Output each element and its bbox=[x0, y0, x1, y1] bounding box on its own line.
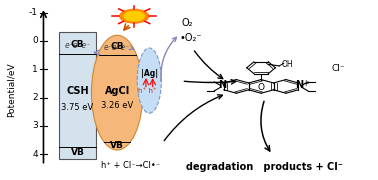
Text: VB: VB bbox=[71, 148, 84, 157]
Circle shape bbox=[124, 11, 144, 21]
Text: degradation   products + Cl⁻: degradation products + Cl⁻ bbox=[186, 162, 343, 172]
Text: h⁺ + Cl⁻→Cl•⁻: h⁺ + Cl⁻→Cl•⁻ bbox=[101, 161, 160, 170]
Text: 3.75 eV: 3.75 eV bbox=[61, 103, 94, 112]
Text: AgCl: AgCl bbox=[105, 86, 130, 96]
Text: h⁺ h⁺: h⁺ h⁺ bbox=[138, 88, 157, 94]
Text: -1: -1 bbox=[29, 8, 38, 17]
Text: N: N bbox=[296, 80, 304, 91]
FancyArrowPatch shape bbox=[194, 51, 223, 79]
Text: +: + bbox=[302, 79, 308, 88]
Text: 3: 3 bbox=[32, 122, 38, 130]
Text: e⁻e⁻e⁻: e⁻e⁻e⁻ bbox=[64, 41, 91, 50]
Text: |Ag|: |Ag| bbox=[141, 69, 158, 78]
Bar bbox=[59, 32, 96, 159]
Text: O₂: O₂ bbox=[181, 18, 193, 28]
Text: Cl⁻: Cl⁻ bbox=[332, 64, 345, 73]
Text: 2: 2 bbox=[32, 93, 38, 102]
FancyArrowPatch shape bbox=[261, 101, 270, 151]
Text: 3.26 eV: 3.26 eV bbox=[101, 101, 133, 110]
Circle shape bbox=[120, 9, 149, 23]
Text: •O₂⁻: •O₂⁻ bbox=[180, 33, 202, 43]
Ellipse shape bbox=[91, 35, 143, 150]
Text: CSH: CSH bbox=[66, 86, 89, 96]
Text: OH: OH bbox=[281, 60, 293, 69]
Text: Potential/eV: Potential/eV bbox=[7, 63, 16, 117]
Text: O: O bbox=[257, 83, 265, 92]
FancyArrowPatch shape bbox=[129, 46, 134, 50]
Text: CB: CB bbox=[71, 40, 84, 49]
FancyArrowPatch shape bbox=[164, 95, 222, 141]
Text: 4: 4 bbox=[32, 150, 38, 159]
Text: N: N bbox=[218, 80, 227, 91]
FancyArrowPatch shape bbox=[94, 50, 100, 55]
Text: CB: CB bbox=[110, 42, 124, 51]
Text: e⁻e⁻e⁻: e⁻e⁻e⁻ bbox=[104, 42, 130, 51]
FancyArrowPatch shape bbox=[161, 37, 177, 81]
Text: 0: 0 bbox=[32, 36, 38, 45]
Text: 1: 1 bbox=[32, 65, 38, 74]
Ellipse shape bbox=[137, 48, 161, 113]
Text: VB: VB bbox=[110, 141, 124, 150]
FancyArrowPatch shape bbox=[184, 80, 236, 84]
